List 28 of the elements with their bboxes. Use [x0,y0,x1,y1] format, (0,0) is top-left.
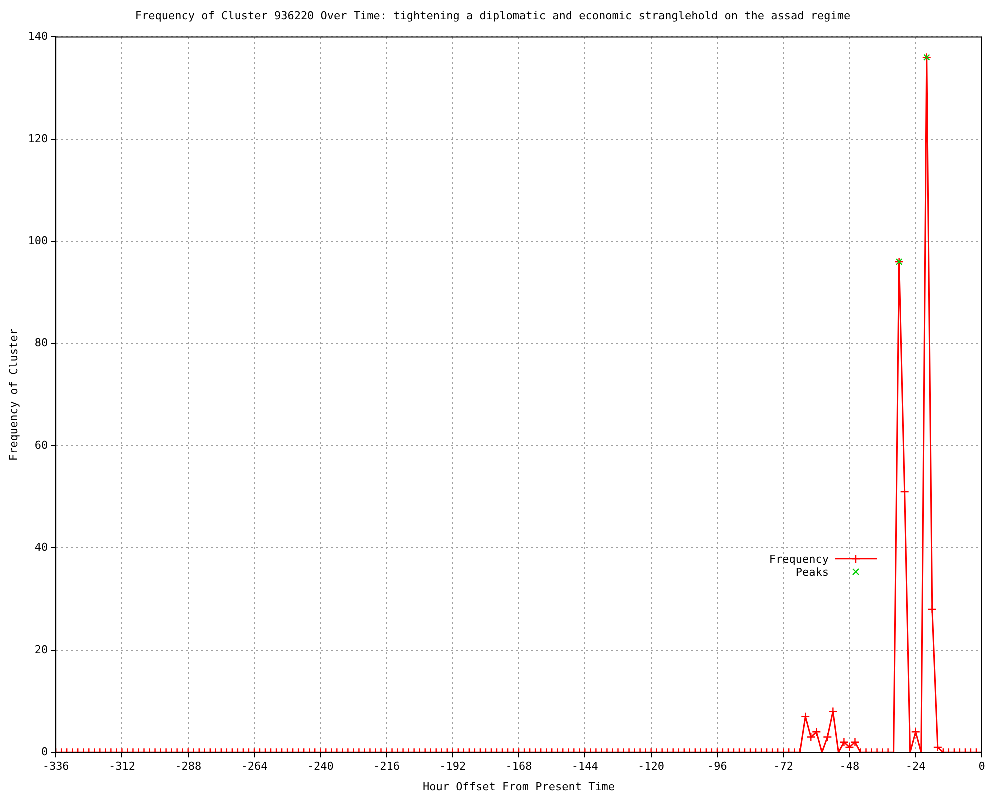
chart-title: Frequency of Cluster 936220 Over Time: tightening a diplomatic and economic stranglehold on the assad regime [135,9,851,22]
x-tick-label: -240 [307,760,334,774]
x-tick-label: -72 [774,760,794,774]
x-tick-label: 0 [978,760,986,774]
x-tick-label: -216 [374,760,400,774]
x-tick-label: -144 [572,760,599,774]
y-tick-label: 60 [34,438,48,452]
x-tick-label: -24 [906,760,926,774]
y-tick-label: 120 [28,132,48,146]
y-tick-label: 20 [34,643,48,656]
y-axis-title: Frequency of Cluster [7,328,20,462]
legend-label: Peaks [796,566,829,579]
y-tick-label: 40 [34,541,48,554]
y-tick-label: 100 [28,234,48,248]
x-tick-label: -120 [638,760,665,774]
x-tick-label: -264 [241,760,268,774]
y-tick-label: 140 [28,30,48,44]
x-tick-label: -96 [708,760,728,774]
x-tick-label: -168 [506,760,532,774]
x-tick-label: -312 [108,760,136,774]
x-tick-label: -336 [42,760,70,774]
y-tick-label: 0 [41,745,48,758]
x-tick-label: -288 [175,760,202,774]
y-tick-label: 80 [34,336,48,350]
legend-label: Frequency [769,552,829,566]
x-tick-label: -48 [840,760,860,774]
x-axis-title: Hour Offset From Present Time [423,780,616,794]
x-tick-label: -192 [440,760,466,774]
